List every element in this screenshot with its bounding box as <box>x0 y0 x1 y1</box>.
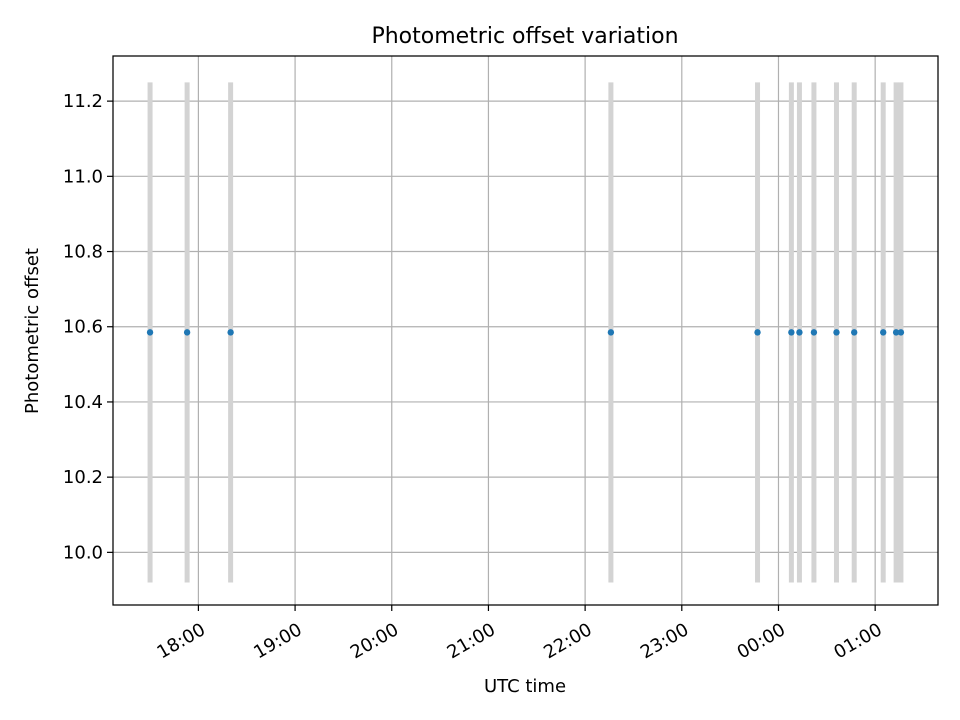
y-tick-label: 10.2 <box>63 467 103 488</box>
data-point <box>788 329 795 336</box>
data-point <box>892 329 900 336</box>
data-point <box>880 329 887 336</box>
y-tick-label: 10.4 <box>63 392 103 413</box>
data-points <box>146 329 905 336</box>
data-point <box>227 329 234 336</box>
data-point <box>146 329 154 336</box>
y-tick-label: 11.0 <box>63 166 103 187</box>
chart-title: Photometric offset variation <box>371 24 678 49</box>
y-tick-label: 10.0 <box>63 542 103 563</box>
y-tick-label: 10.8 <box>63 242 103 263</box>
x-axis-label: UTC time <box>484 676 566 697</box>
y-axis-ticks: 10.0 10.2 10.4 10.6 10.8 11.0 11.2 <box>63 91 113 563</box>
y-tick-label: 11.2 <box>63 91 103 112</box>
data-point <box>833 329 840 336</box>
y-axis-label: Photometric offset <box>22 248 43 414</box>
data-point <box>897 329 905 336</box>
y-tick-label: 10.6 <box>63 317 103 338</box>
data-point <box>607 329 615 336</box>
data-point <box>796 329 803 336</box>
data-point <box>810 329 818 336</box>
plot-frame <box>112 55 939 606</box>
data-point <box>754 329 761 336</box>
data-point <box>183 329 191 336</box>
data-point <box>851 329 858 336</box>
